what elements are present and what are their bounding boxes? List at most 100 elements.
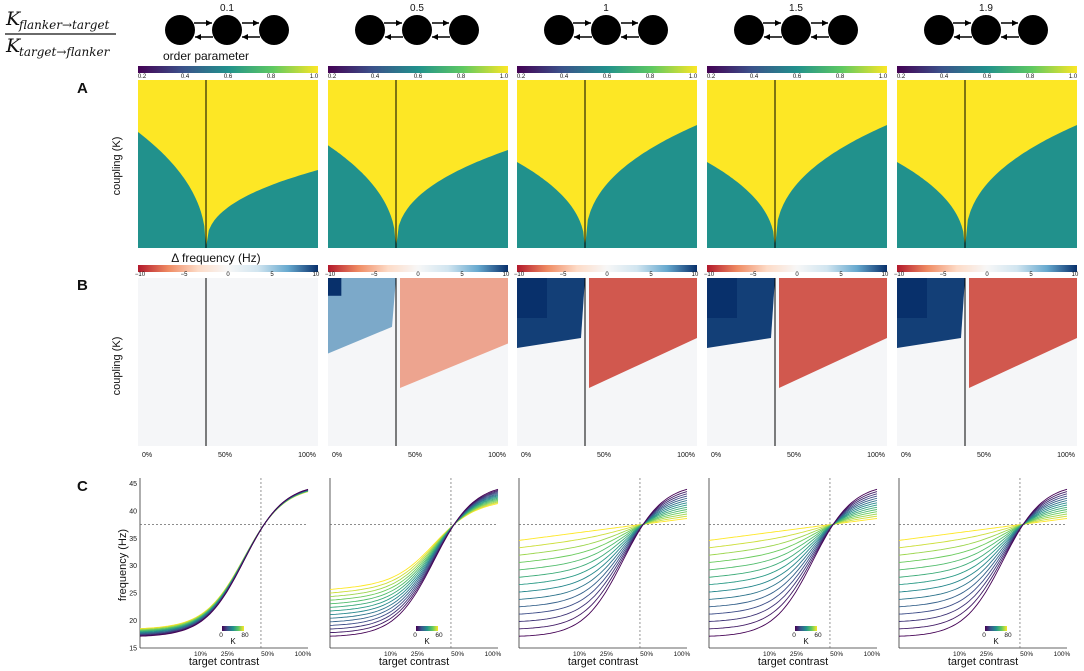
colorbar-b-tick: −10 bbox=[894, 272, 905, 278]
frequency-curve bbox=[518, 491, 688, 630]
plot-c-xtick: 25% bbox=[980, 651, 993, 658]
order-parameter-colorbar bbox=[138, 66, 318, 73]
frequency-curve bbox=[708, 495, 878, 615]
colorbar-a-tick: 0.6 bbox=[983, 74, 992, 80]
heatmap-b-negative-region bbox=[779, 278, 887, 388]
frequency-curve bbox=[518, 500, 688, 600]
plot-c-ytick: 35 bbox=[129, 536, 137, 543]
frequency-curve bbox=[898, 518, 1068, 541]
heatmap-b-peak-positive bbox=[517, 278, 547, 318]
k-legend-min: 0 bbox=[792, 632, 796, 639]
plot-c-xtick: 25% bbox=[790, 651, 803, 658]
k-legend-min: 0 bbox=[219, 632, 223, 639]
network-node bbox=[544, 15, 574, 45]
frequency-curve bbox=[139, 491, 309, 630]
colorbar-b-tick: 10 bbox=[882, 272, 889, 278]
plot-c-ytick: 15 bbox=[129, 646, 137, 653]
frequency-curve bbox=[708, 491, 878, 630]
colorbar-a-tick: 0.2 bbox=[707, 74, 716, 80]
delta-frequency-colorbar bbox=[328, 265, 508, 272]
frequency-curve bbox=[139, 490, 309, 633]
plot-c-ytick: 20 bbox=[129, 618, 137, 625]
network-arrowhead bbox=[195, 34, 201, 40]
heatmap-b-xtick: 100% bbox=[1057, 452, 1075, 459]
network-node bbox=[1018, 15, 1048, 45]
network-arrowhead bbox=[574, 34, 580, 40]
frequency-curve bbox=[139, 488, 309, 637]
network-node bbox=[828, 15, 858, 45]
colorbar-b-tick: 0 bbox=[605, 272, 609, 278]
network-arrowhead bbox=[822, 20, 828, 26]
column-4: 1.50.2 0.4 0.6 0.8 1.0−10 −5 0 5 100% 50% 100%10% 2… bbox=[704, 3, 889, 668]
network-node bbox=[971, 15, 1001, 45]
order-parameter-colorbar bbox=[897, 66, 1077, 73]
colorbar-b-tick: 10 bbox=[313, 272, 320, 278]
heatmap-b-xtick: 100% bbox=[867, 452, 885, 459]
frequency-curve bbox=[329, 498, 499, 605]
ratio-label: 1.9 bbox=[979, 3, 993, 14]
heatmap-a-async-region bbox=[897, 125, 1077, 248]
ratio-label: 0.5 bbox=[410, 3, 424, 14]
plot-c-xtick: 10% bbox=[194, 651, 207, 658]
colorbar-a-tick: 0.8 bbox=[646, 74, 655, 80]
column-5: 1.90.2 0.4 0.6 0.8 1.0−10 −5 0 5 100% 50% 100%10% 2… bbox=[894, 3, 1079, 668]
frequency-curve bbox=[898, 500, 1068, 600]
frequency-curve bbox=[708, 502, 878, 593]
frequency-curve bbox=[898, 502, 1068, 593]
frequency-curve bbox=[139, 490, 309, 632]
colorbar-b-tick: 5 bbox=[649, 272, 653, 278]
colorbar-b-tick: −10 bbox=[704, 272, 715, 278]
colorbar-a-tick: 1.0 bbox=[310, 74, 319, 80]
frequency-curve bbox=[139, 489, 309, 635]
colorbar-b-tick: 0 bbox=[985, 272, 989, 278]
plot-c-ytick: 30 bbox=[129, 563, 137, 570]
frequency-curve bbox=[708, 511, 878, 563]
formula-numerator: K bbox=[5, 8, 22, 30]
colorbar-a-tick: 0.6 bbox=[224, 74, 233, 80]
row-label-c: C bbox=[77, 478, 88, 495]
plot-c-xtick: 25% bbox=[600, 651, 613, 658]
frequency-curve bbox=[329, 497, 499, 608]
frequency-curve bbox=[898, 513, 1068, 556]
frequency-curve bbox=[139, 489, 309, 636]
k-legend-max: 60 bbox=[435, 632, 443, 639]
plot-c-xlabel: target contrast bbox=[379, 656, 449, 668]
plot-c-xtick: 25% bbox=[411, 651, 424, 658]
heatmap-a-async-region bbox=[328, 145, 508, 248]
colorbar-a-tick: 0.8 bbox=[1026, 74, 1035, 80]
heatmap-b-xtick: 100% bbox=[677, 452, 695, 459]
heatmap-b-xtick: 100% bbox=[488, 452, 506, 459]
colorbar-a-tick: 0.6 bbox=[414, 74, 423, 80]
colorbar-b-tick: −5 bbox=[940, 272, 948, 278]
frequency-curve bbox=[898, 493, 1068, 622]
colorbar-a-tick: 0.4 bbox=[750, 74, 759, 80]
heatmap-b-xtick: 50% bbox=[597, 452, 611, 459]
network-arrowhead bbox=[396, 20, 402, 26]
colorbar-a-tick: 0.2 bbox=[517, 74, 526, 80]
frequency-curve bbox=[708, 513, 878, 556]
colorbar-b-tick: −5 bbox=[181, 272, 189, 278]
formula-denominator-sub: target→flanker bbox=[19, 45, 111, 59]
frequency-curve bbox=[139, 489, 309, 637]
frequency-curve bbox=[898, 495, 1068, 615]
colorbar-b-tick: −10 bbox=[514, 272, 525, 278]
heatmap-b-peak-positive bbox=[897, 278, 927, 318]
network-arrowhead bbox=[954, 34, 960, 40]
frequency-curve bbox=[139, 491, 309, 630]
network-node bbox=[212, 15, 242, 45]
row-a-ylabel: coupling (K) bbox=[111, 137, 123, 196]
k-legend-bar bbox=[222, 626, 244, 631]
frequency-curve bbox=[708, 509, 878, 571]
network-arrowhead bbox=[775, 20, 781, 26]
network-node bbox=[638, 15, 668, 45]
plot-c-xtick: 100% bbox=[485, 651, 502, 658]
frequency-curve bbox=[329, 499, 499, 601]
plot-c-xtick: 50% bbox=[830, 651, 843, 658]
network-node bbox=[355, 15, 385, 45]
frequency-curve bbox=[139, 490, 309, 631]
network-arrowhead bbox=[632, 20, 638, 26]
plot-c-xtick: 10% bbox=[953, 651, 966, 658]
delta-frequency-label: Δ frequency (Hz) bbox=[171, 251, 260, 265]
frequency-curve bbox=[708, 515, 878, 549]
